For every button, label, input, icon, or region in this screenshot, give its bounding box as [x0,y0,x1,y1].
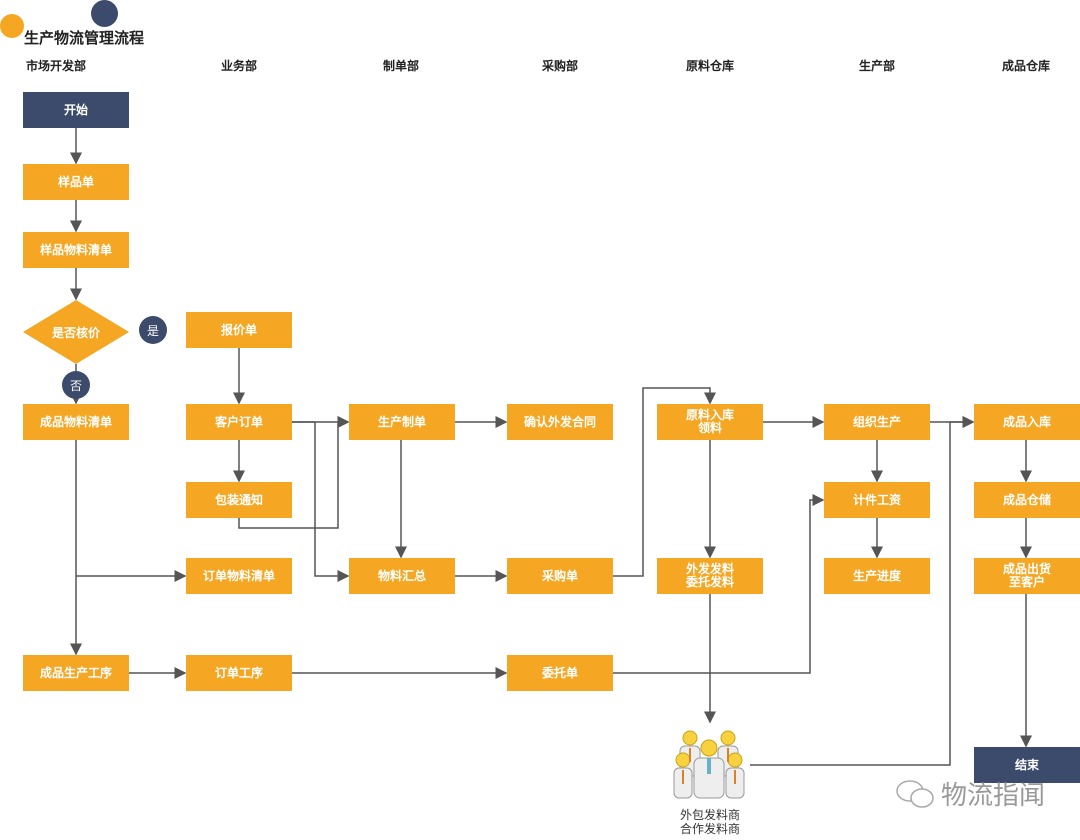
wechat-icon [896,779,934,808]
watermark-text: 物流指闻 [941,781,1046,811]
column-header: 采购部 [541,59,578,73]
page-title: 生产物流管理流程 [24,29,145,47]
quote-node: 报价单 [186,312,292,348]
organize-production-node: 组织生产 [824,404,930,440]
product-process-node: 成品生产工序 [23,655,129,691]
column-header: 成品仓库 [1001,59,1050,73]
watermark: 物流指闻 [895,775,1045,812]
entrust-order-node: 委托单 [507,655,613,691]
decision-node: 是否核价 [23,300,129,364]
no-badge: 否 [62,371,90,399]
fg-ship-node: 成品出货 至客户 [974,558,1080,594]
column-header: 市场开发部 [25,59,86,73]
piece-wage-node: 计件工资 [824,482,930,518]
sample-node: 样品单 [23,164,129,200]
raw-material-in-node: 原料入库 领料 [657,404,763,440]
outsource-issue-node: 外发发料 委托发料 [657,558,763,594]
column-header: 原料仓库 [685,59,734,73]
column-header: 制单部 [382,59,419,73]
material-summary-node: 物料汇总 [349,558,455,594]
people-group-icon [673,730,745,799]
start-node: 开始 [23,92,129,128]
production-progress-node: 生产进度 [824,558,930,594]
order-process-node: 订单工序 [186,655,292,691]
decision-label: 是否核价 [51,325,100,340]
yes-badge: 是 [139,316,167,344]
fg-in-node: 成品入库 [974,404,1080,440]
column-header: 业务部 [220,59,257,73]
customer-order-node: 客户订单 [186,404,292,440]
navy-dot-decoration [91,0,118,27]
orange-dot-decoration [0,14,24,38]
fg-storage-node: 成品仓储 [974,482,1080,518]
end-node: 结束 [974,747,1080,783]
column-header: 生产部 [858,59,895,73]
sample-bom-node: 样品物料清单 [23,232,129,268]
product-bom-node: 成品物料清单 [23,404,129,440]
production-order-node: 生产制单 [349,404,455,440]
purchase-order-node: 采购单 [507,558,613,594]
order-bom-node: 订单物料清单 [186,558,292,594]
suppliers-label: 外包发料商 合作发料商 [679,808,740,836]
packing-notice-node: 包装通知 [186,482,292,518]
confirm-contract-node: 确认外发合同 [507,404,613,440]
